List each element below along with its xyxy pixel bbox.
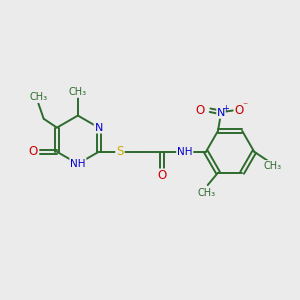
Text: O: O — [234, 104, 243, 117]
Text: N: N — [94, 123, 103, 133]
Text: NH: NH — [70, 159, 85, 169]
Text: O: O — [158, 169, 167, 182]
Text: NH: NH — [177, 147, 193, 157]
Text: O: O — [196, 104, 205, 117]
Text: CH₃: CH₃ — [198, 188, 216, 198]
Text: O: O — [29, 145, 38, 158]
Text: ⁻: ⁻ — [242, 101, 248, 111]
Text: CH₃: CH₃ — [69, 87, 87, 97]
Text: CH₃: CH₃ — [29, 92, 47, 102]
Text: N: N — [217, 108, 225, 118]
Text: +: + — [222, 104, 229, 113]
Text: CH₃: CH₃ — [263, 161, 282, 171]
Text: S: S — [116, 145, 124, 158]
